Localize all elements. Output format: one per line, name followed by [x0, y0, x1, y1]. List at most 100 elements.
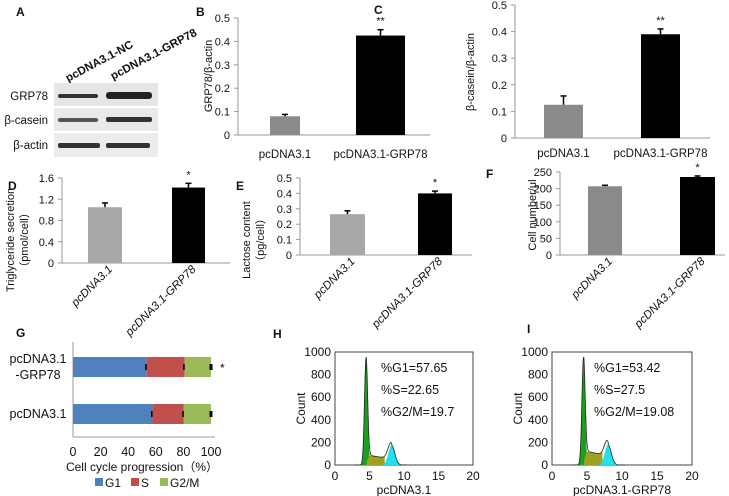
- y-axis-label: Count: [294, 392, 308, 425]
- x-tick-label: 20: [466, 469, 480, 483]
- bar-segment-g1: [73, 357, 147, 377]
- panel-label-c: C: [374, 3, 383, 17]
- bar-segment-s: [146, 357, 185, 377]
- panel-label-d: D: [8, 179, 17, 193]
- g2m-peak-area: [380, 445, 403, 465]
- x-tick-label: 0: [332, 469, 339, 483]
- panel-label-h: H: [273, 327, 282, 341]
- band: [58, 118, 98, 122]
- band: [58, 143, 100, 148]
- y-tick-label: 0.4: [277, 188, 292, 200]
- y-tick-label: 0: [286, 250, 292, 262]
- blot-strip-grp78: [54, 83, 158, 106]
- error-bar: [209, 411, 213, 417]
- y-tick-label: 0.5: [492, 0, 507, 12]
- y-tick-label: 800: [528, 368, 548, 382]
- x-axis-label: pcDNA3.1: [377, 483, 432, 496]
- x-tick-label: 5: [584, 469, 591, 483]
- y-tick-label: 800: [311, 368, 331, 382]
- y-tick-label: 0.4: [492, 27, 507, 39]
- error-bar: [209, 364, 213, 370]
- phase-percentage: %G2/M=19.08: [594, 405, 674, 419]
- phase-percentage: %G1=57.65: [381, 361, 447, 375]
- legend-swatch-g2m: [160, 478, 168, 486]
- x-tick-label: 20: [94, 445, 108, 459]
- y-tick-label: 0.1: [277, 235, 292, 247]
- significance-marker: *: [695, 162, 700, 174]
- category-label: pcDNA3.1: [259, 149, 311, 161]
- phase-percentage: %G2/M=19.7: [381, 405, 454, 419]
- legend-label: G1: [105, 476, 121, 490]
- x-tick-label: 0: [70, 445, 77, 459]
- lane-label-nc: pcDNA3.1-NC: [64, 39, 136, 85]
- category-label: pcDNA3.1-GRP78: [614, 148, 708, 160]
- y-tick-label: 200: [311, 435, 331, 449]
- y-tick-label: 0.3: [492, 53, 507, 65]
- legend-swatch-s: [131, 478, 139, 486]
- x-tick-label: 5: [366, 469, 373, 483]
- bar-segment-g2m: [183, 404, 211, 424]
- bar-segment-s: [152, 404, 184, 424]
- legend-label: G2/M: [170, 476, 199, 490]
- bar-pcdna31: [270, 116, 300, 135]
- panel-i: I 0 200 400 600 800 1000 0 5 10 15 20 Count pcDNA3.1-…: [511, 322, 699, 496]
- panel-e: E 0 0.1 0.2 0.3 0.4 0.5 Lactose content （pg/cell…: [236, 173, 472, 331]
- y-tick-label: 1.2: [39, 194, 54, 206]
- y-tick-label: 1.6: [39, 173, 54, 185]
- bar-pcdna31: [330, 214, 365, 255]
- category-label: pcDNA3.1: [10, 352, 67, 366]
- y-tick-label: 0: [48, 258, 54, 270]
- x-axis-label: pcDNA3.1-GRP78: [573, 483, 671, 496]
- y-tick-label: 600: [528, 390, 548, 404]
- histogram-outline: [571, 356, 626, 466]
- significance-marker: **: [656, 15, 665, 27]
- x-tick-label: 60: [149, 445, 163, 459]
- panel-label-g: G: [16, 326, 25, 340]
- y-tick-label: 50: [540, 233, 552, 245]
- bar-pcdna31-grp78: [641, 34, 680, 139]
- y-tick-label: 0.2: [492, 80, 507, 92]
- panel-c: C 0 0.1 0.2 0.3 0.4 0.5 β-casein/β-actin pcDNA3.…: [374, 0, 710, 160]
- phase-percentage: %G1=53.42: [594, 361, 660, 375]
- category-label: pcDNA3.1-GRP78: [369, 255, 445, 331]
- y-tick-label: 600: [311, 390, 331, 404]
- y-axis-label: Cell number/μl: [527, 179, 539, 250]
- bar-pcdna31-grp78: [356, 35, 405, 135]
- s-phase-area: [366, 455, 385, 465]
- panel-label-b: B: [196, 5, 205, 19]
- band: [58, 94, 98, 98]
- y-axis-label-unit: （pg/cell）: [254, 213, 267, 267]
- y-tick-label: 1000: [304, 345, 331, 359]
- x-tick-label: 20: [685, 469, 699, 483]
- g1-peak-area: [358, 357, 373, 465]
- y-tick-label: 0.1: [215, 107, 230, 119]
- significance-marker: *: [433, 177, 438, 189]
- x-tick-label: 100: [201, 445, 222, 459]
- band: [106, 92, 152, 99]
- y-tick-label: 100: [534, 217, 552, 229]
- y-tick-label: 150: [534, 200, 552, 212]
- x-tick-label: 15: [432, 469, 446, 483]
- x-tick-label: 0: [549, 469, 556, 483]
- y-tick-label: 200: [528, 435, 548, 449]
- y-axis-label: GRP78/β-actin: [203, 40, 215, 112]
- y-tick-label: 0.3: [277, 204, 292, 216]
- g2m-peak-area: [598, 444, 621, 465]
- g1-peak-area: [575, 357, 590, 465]
- panel-label-a: A: [16, 5, 25, 19]
- category-label: pcDNA3.1: [311, 256, 357, 302]
- y-tick-label: 200: [534, 184, 552, 196]
- legend-swatch-g1: [95, 478, 103, 486]
- bar-segment-g2m: [184, 357, 211, 377]
- x-tick-label: 15: [650, 469, 664, 483]
- s-phase-area: [584, 450, 603, 465]
- significance-marker: *: [220, 361, 225, 375]
- y-tick-label: 0: [541, 458, 548, 472]
- category-label: pcDNA3.1: [569, 256, 615, 302]
- category-label: pcDNA3.1: [69, 264, 115, 310]
- band: [106, 117, 152, 122]
- x-axis-label: Cell cycle progression（%）: [66, 460, 218, 474]
